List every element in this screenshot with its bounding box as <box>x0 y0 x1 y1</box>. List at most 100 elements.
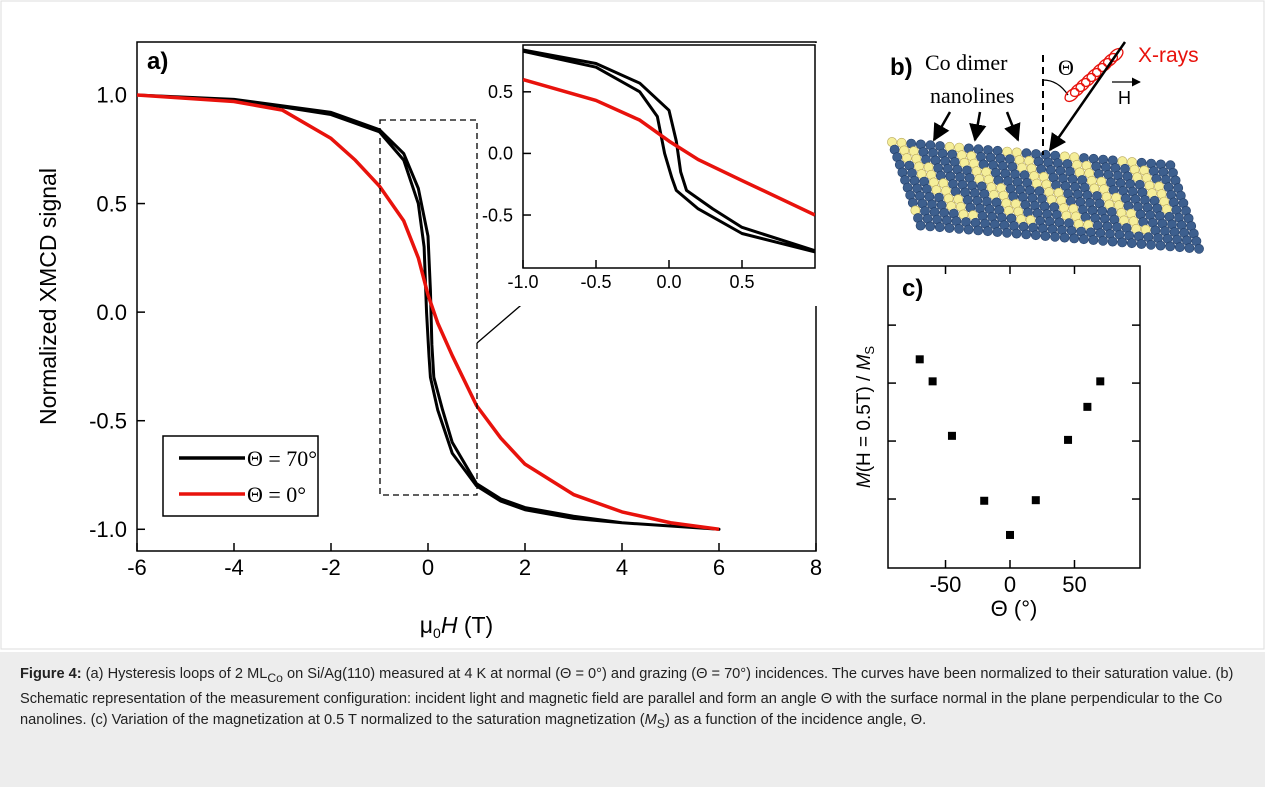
y-tick-label: 0.0 <box>96 300 127 325</box>
atom <box>1059 232 1070 243</box>
point <box>947 431 956 440</box>
caption-label: Figure 4: <box>20 666 82 682</box>
point <box>980 496 989 505</box>
point <box>1006 530 1015 539</box>
beam-coil <box>1080 72 1097 88</box>
legend-label: Θ = 0° <box>247 482 306 507</box>
atom <box>1126 238 1137 249</box>
legend-box <box>162 435 319 517</box>
inset-background <box>478 43 818 306</box>
x-tick-label: -0.5 <box>580 272 611 292</box>
atom <box>1194 243 1204 254</box>
y-axis-label-part: M <box>854 472 875 488</box>
y-tick-label: -0.5 <box>89 408 127 433</box>
x-tick-label: 0.0 <box>656 272 681 292</box>
y-axis-label: Normalized XMCD signal <box>35 168 61 425</box>
zoom-box <box>379 119 478 496</box>
x-tick-label: -2 <box>321 555 341 580</box>
x-tick-label: 8 <box>810 555 822 580</box>
y-axis-label-part: (H = 0.5T) / <box>854 370 875 472</box>
beam-coil <box>1075 77 1091 93</box>
x-axis-label: μ0H (T) <box>420 612 493 641</box>
point <box>1064 435 1073 444</box>
point <box>1031 496 1040 505</box>
atom <box>954 223 964 234</box>
figure: -6 -4 -2 0 2 4 6 8 -1.0 -0.5 0.0 0.5 1.0 a) Normalized… <box>0 0 1265 650</box>
atom <box>1107 236 1118 247</box>
pointer-arrow <box>969 111 987 142</box>
y-tick-label: 0.5 <box>488 82 513 102</box>
atom <box>1002 227 1012 238</box>
x-tick-label: 50 <box>1062 572 1086 597</box>
panel-label: a) <box>147 48 168 75</box>
x-tick-label: 2 <box>519 555 531 580</box>
atom <box>1078 234 1089 245</box>
caption-sub: S <box>656 716 665 731</box>
y-tick-label: -1.0 <box>89 517 127 542</box>
axes-frame <box>887 265 1141 569</box>
atom <box>963 224 974 235</box>
beam-arrow <box>1048 41 1127 152</box>
atom <box>1040 231 1051 241</box>
caption-text: ) as a function of the incidence angle, … <box>664 711 927 728</box>
atom <box>1155 240 1166 251</box>
atom <box>1069 233 1080 244</box>
beam-coil <box>1108 47 1124 63</box>
curve <box>523 48 815 254</box>
panel-label: c) <box>902 275 923 302</box>
atom <box>1021 229 1032 240</box>
y-tick-label: -0.5 <box>482 205 513 225</box>
beam-coil <box>1069 82 1086 98</box>
atom <box>1098 235 1108 246</box>
atom <box>925 221 936 232</box>
angle-arc <box>1042 79 1069 96</box>
legend-label: Θ = 70° <box>247 446 317 471</box>
field-label: H <box>1118 88 1131 108</box>
atom <box>1011 228 1022 239</box>
atom <box>1117 237 1128 248</box>
x-tick-label: 0.5 <box>729 272 754 292</box>
y-axis-label-part: M <box>854 354 875 370</box>
x-axis-label-part: 0 <box>433 625 441 641</box>
atom <box>1165 241 1176 252</box>
angle-label: Θ <box>1058 55 1074 80</box>
y-tick-label: 1.0 <box>96 83 127 108</box>
x-tick-label: 4 <box>616 555 628 580</box>
y-axis-label: M(H = 0.5T) / MS <box>854 346 877 489</box>
atom <box>1136 239 1147 249</box>
caption-text: (a) Hysteresis loops of 2 ML <box>81 666 268 682</box>
x-axis-label: Θ (°) <box>991 596 1038 621</box>
y-axis-label-part: S <box>862 346 877 355</box>
x-axis-label-part: H <box>441 612 458 638</box>
atom <box>1174 242 1185 253</box>
x-tick-label: -50 <box>930 572 962 597</box>
caption-italic: M <box>644 711 657 728</box>
x-axis-label-part: μ <box>420 612 433 638</box>
y-tick-label: 0.0 <box>488 144 513 164</box>
atom <box>982 226 993 237</box>
caption-text: on Si/Ag(110) measured at 4 K at normal … <box>20 666 1234 728</box>
point <box>1083 402 1092 411</box>
beam-label: X-rays <box>1138 44 1199 67</box>
x-tick-label: -6 <box>127 555 147 580</box>
atom <box>944 223 955 233</box>
caption: Figure 4: (a) Hysteresis loops of 2 MLCo… <box>0 652 1265 787</box>
atom <box>915 220 926 231</box>
lines-label: Co dimer <box>925 50 1008 75</box>
atom <box>1030 230 1041 241</box>
atom <box>1184 243 1195 253</box>
x-tick-label: 0 <box>422 555 434 580</box>
pointer-arrow <box>932 111 952 142</box>
point <box>915 355 924 364</box>
atom <box>1146 239 1156 250</box>
beam-coil <box>1086 67 1102 83</box>
atom <box>973 225 984 236</box>
x-tick-label: 0 <box>1004 572 1016 597</box>
pointer-arrow <box>1004 111 1021 142</box>
atom <box>992 227 1003 237</box>
point <box>1096 377 1105 386</box>
x-axis-label-part: (T) <box>457 612 493 638</box>
x-tick-label: 6 <box>713 555 725 580</box>
atom <box>1050 231 1060 242</box>
